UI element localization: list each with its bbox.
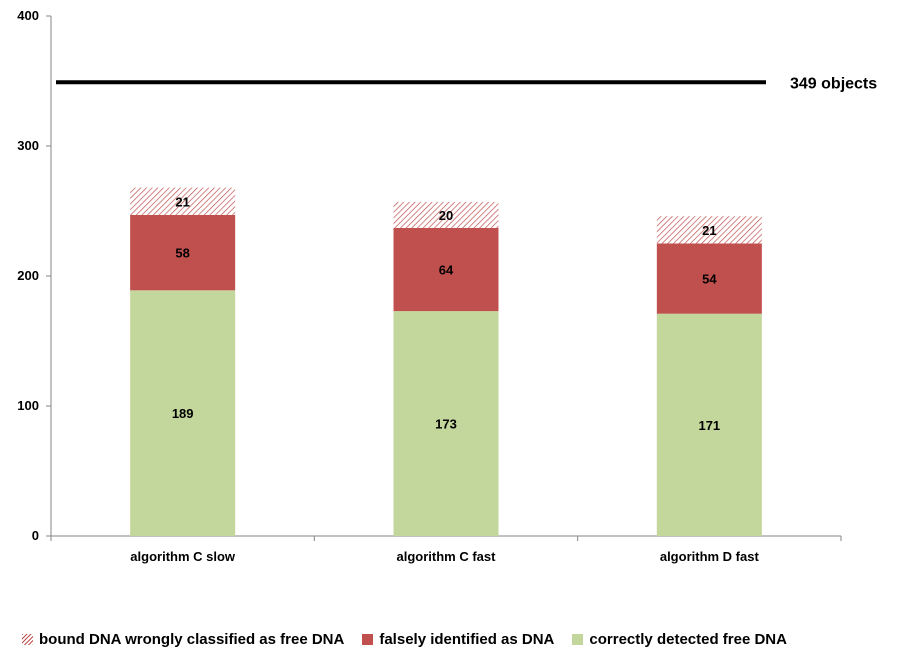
legend-label: bound DNA wrongly classified as free DNA <box>39 630 345 648</box>
reference-line-label: 349 objects <box>790 75 877 92</box>
data-label: 21 <box>702 223 716 238</box>
bar-segment <box>656 243 762 314</box>
data-label: 20 <box>439 208 453 223</box>
y-tick-label: 400 <box>17 8 39 23</box>
legend-label: falsely identified as DNA <box>379 630 555 648</box>
bar-segment <box>393 227 499 312</box>
bar-segment <box>130 187 236 215</box>
data-label: 189 <box>172 406 194 421</box>
legend-swatch-red <box>362 633 374 645</box>
legend-item-correctly-detected: correctly detected free DNA <box>572 631 787 648</box>
data-label: 21 <box>175 194 189 209</box>
legend-swatch-green <box>572 633 584 645</box>
legend-item-bound-dna: bound DNA wrongly classified as free DNA <box>22 631 344 648</box>
bar-segment <box>656 216 762 244</box>
data-label: 173 <box>435 417 457 432</box>
x-category-label: algorithm C fast <box>397 549 497 564</box>
x-category-label: algorithm C slow <box>130 549 236 564</box>
data-label: 171 <box>698 418 720 433</box>
y-tick-label: 200 <box>17 268 39 283</box>
legend-label: correctly detected free DNA <box>589 630 787 648</box>
y-tick-label: 0 <box>32 528 39 543</box>
data-label: 64 <box>439 263 454 278</box>
x-category-label: algorithm D fast <box>660 549 760 564</box>
stacked-bar-chart: 0 100 200 300 400 189 58 21 algorithm C slow 173 6… <box>17 8 877 564</box>
bar-segment <box>656 313 762 536</box>
bar-segment <box>130 290 236 536</box>
bar-segment <box>130 214 236 291</box>
legend-item-falsely-identified: falsely identified as DNA <box>362 631 554 648</box>
y-tick-label: 300 <box>17 138 39 153</box>
y-tick-label: 100 <box>17 398 39 413</box>
chart-legend: bound DNA wrongly classified as free DNA… <box>22 628 898 650</box>
bar-segment <box>393 311 499 536</box>
bar-segment <box>393 201 499 228</box>
data-label: 54 <box>702 272 717 287</box>
legend-swatch-hatched <box>22 633 33 645</box>
data-label: 58 <box>175 246 189 261</box>
